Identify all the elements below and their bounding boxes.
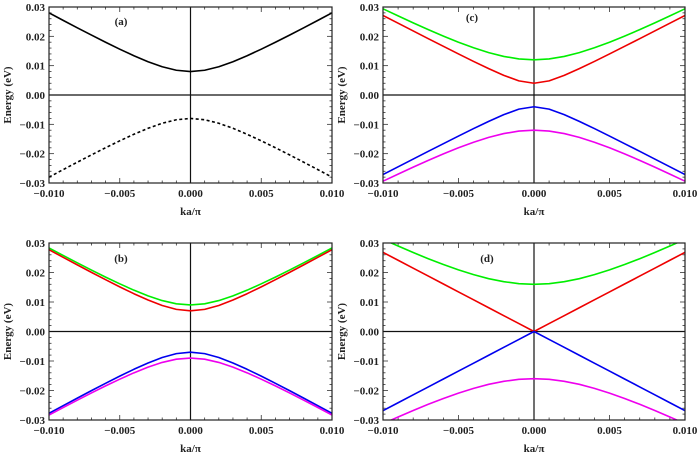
- x-tick-label: −0.010: [33, 188, 65, 200]
- x-axis-label: ka/π: [524, 443, 545, 454]
- panel-label: (d): [480, 253, 494, 265]
- y-tick-label: −0.01: [19, 356, 45, 368]
- panel-label: (b): [114, 253, 128, 265]
- y-tick-label: 0.03: [26, 2, 46, 14]
- y-tick-label: 0.00: [26, 90, 46, 102]
- x-tick-label: 0.000: [178, 425, 203, 437]
- panel-b: −0.010 −0.005 0.000 0.005 0.010 0.03 0.02 0.01 0…: [2, 238, 345, 454]
- y-tick-label: −0.01: [353, 356, 379, 368]
- y-tick-label: −0.03: [19, 178, 45, 190]
- band-line-0: [49, 12, 332, 73]
- x-tick-label: 0.010: [320, 425, 345, 437]
- y-tick-label: −0.02: [19, 386, 45, 398]
- plot-frame: [382, 242, 686, 421]
- y-tick-label: −0.03: [353, 415, 379, 427]
- y-axis-label: Energy (eV): [2, 66, 14, 123]
- y-tick-label: 0.02: [26, 268, 46, 280]
- x-tick-label: −0.005: [104, 188, 136, 200]
- band-line-3: [383, 129, 685, 182]
- y-tick-label: 0.00: [360, 90, 380, 102]
- y-tick-label: 0.02: [26, 31, 46, 43]
- y-tick-label: 0.03: [360, 238, 380, 250]
- band-line-3: [49, 357, 332, 416]
- band-line-1: [49, 248, 332, 312]
- y-tick-label: 0.03: [26, 238, 46, 250]
- x-tick-label: 0.000: [178, 188, 203, 200]
- panel-a: −0.010 −0.005 0.000 0.005 0.010 0.03 0.02 0.01 0…: [2, 2, 345, 218]
- y-tick-label: 0.01: [26, 297, 45, 309]
- y-tick-label: 0.01: [360, 61, 379, 73]
- band-line-1: [383, 14, 685, 85]
- y-tick-label: −0.02: [353, 149, 379, 161]
- plot-frame: [48, 6, 333, 184]
- x-axis-label: ka/π: [524, 206, 545, 218]
- y-tick-label: 0.01: [360, 297, 379, 309]
- band-line-2: [383, 105, 685, 176]
- y-tick-label: 0.03: [360, 2, 380, 14]
- x-tick-label: 0.005: [597, 188, 622, 200]
- y-tick-label: −0.02: [19, 149, 45, 161]
- y-tick-label: −0.03: [353, 178, 379, 190]
- y-axis-label: Energy (eV): [336, 303, 348, 360]
- y-tick-label: 0.02: [360, 268, 380, 280]
- x-tick-label: 0.000: [522, 188, 547, 200]
- y-tick-label: −0.02: [353, 386, 379, 398]
- x-tick-label: −0.010: [33, 425, 65, 437]
- y-axis-label: Energy (eV): [2, 303, 14, 360]
- x-tick-label: −0.010: [367, 425, 399, 437]
- y-tick-label: 0.02: [360, 31, 380, 43]
- x-tick-label: 0.005: [249, 188, 274, 200]
- panel-label: (a): [115, 16, 128, 28]
- band-line-0: [383, 8, 685, 61]
- x-tick-label: 0.000: [522, 425, 547, 437]
- x-tick-label: 0.005: [597, 425, 622, 437]
- x-tick-label: −0.005: [104, 425, 136, 437]
- plot-frame: [48, 242, 333, 421]
- x-tick-label: −0.005: [443, 188, 475, 200]
- x-tick-label: 0.010: [320, 188, 345, 200]
- band-line-2: [49, 351, 332, 415]
- x-axis-label: ka/π: [180, 443, 201, 454]
- y-tick-label: 0.01: [26, 61, 45, 73]
- y-tick-label: 0.00: [360, 327, 380, 339]
- band-line-1: [49, 117, 332, 178]
- band-line-2: [383, 330, 685, 412]
- band-line-0: [389, 243, 679, 286]
- y-tick-label: −0.03: [19, 415, 45, 427]
- band-line-3: [389, 377, 679, 420]
- y-tick-label: 0.00: [26, 327, 46, 339]
- plot-frame: [382, 6, 686, 184]
- x-tick-label: 0.005: [249, 425, 274, 437]
- x-tick-label: −0.010: [367, 188, 399, 200]
- x-tick-label: −0.005: [443, 425, 475, 437]
- panel-label: (c): [466, 12, 479, 24]
- y-axis-label: Energy (eV): [336, 66, 348, 123]
- x-tick-label: 0.010: [673, 188, 698, 200]
- y-tick-label: −0.01: [19, 119, 45, 131]
- x-axis-label: ka/π: [180, 206, 201, 218]
- x-tick-label: 0.010: [673, 425, 698, 437]
- y-tick-label: −0.01: [353, 119, 379, 131]
- band-line-0: [49, 247, 332, 306]
- panel-d: −0.010 −0.005 0.000 0.005 0.010 0.03 0.02 0.01 0…: [336, 238, 698, 454]
- panel-c: −0.010 −0.005 0.000 0.005 0.010 0.03 0.02 0.01 0…: [336, 2, 698, 218]
